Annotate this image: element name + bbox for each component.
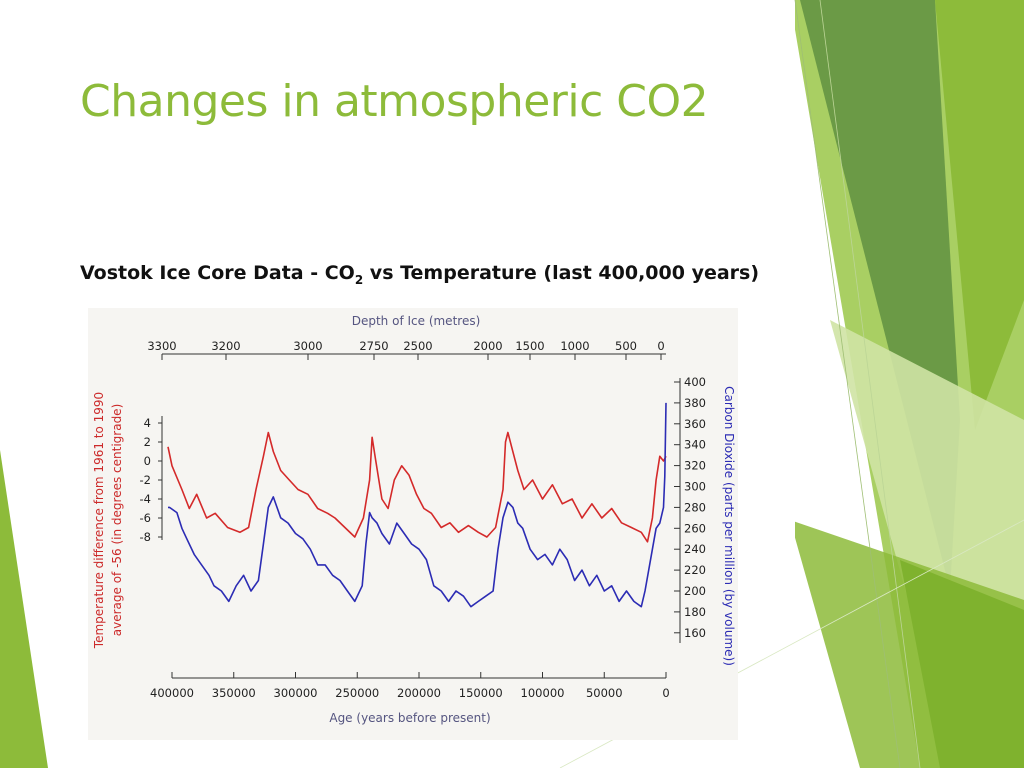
- x-axis-tick-label: 0: [662, 686, 669, 700]
- left-axis-title-line2: average of -56 (in degrees centigrade): [110, 404, 124, 637]
- left-axis: 4 2 0 -2 -4 -6 -8 Temperature difference from 1…: [92, 392, 163, 649]
- co2-series-line: [168, 402, 667, 608]
- top-axis-tick-label: 1500: [515, 339, 544, 353]
- left-axis-tick-label: 0: [144, 454, 151, 468]
- temperature-series-line: [167, 431, 667, 543]
- chart-caption-suffix: vs Temperature (last 400,000 years): [363, 262, 760, 284]
- top-axis-title: Depth of Ice (metres): [352, 314, 481, 328]
- deco-green-band-mid: [935, 0, 1024, 430]
- x-axis-title: Age (years before present): [329, 711, 490, 725]
- left-axis-title-line1: Temperature difference from 1961 to 1990: [92, 392, 106, 649]
- left-axis-tick-label: -8: [140, 530, 151, 544]
- right-axis-tick-label: 340: [684, 438, 706, 452]
- right-axis-tick-label: 360: [684, 417, 706, 431]
- chart-caption-prefix: Vostok Ice Core Data - CO: [80, 262, 355, 284]
- top-axis-tick-label: 2000: [473, 339, 502, 353]
- x-axis-tick-label: 300000: [274, 686, 318, 700]
- top-axis: Depth of Ice (metres) 3300 3200 3000 2750 250…: [147, 314, 666, 360]
- top-axis-tick-label: 500: [615, 339, 637, 353]
- vostok-chart: Depth of Ice (metres)3300 3200 3000 2750 250…: [88, 308, 738, 740]
- right-axis-tick-label: 160: [684, 626, 706, 640]
- right-axis-tick-label: 280: [684, 500, 706, 514]
- chart-image: Depth of Ice (metres) 3300 3200 3000 2750 250…: [88, 308, 738, 740]
- left-axis-tick-label: 4: [144, 416, 151, 430]
- top-axis-tick-label: 0: [657, 339, 664, 353]
- x-axis-tick-label: 50000: [586, 686, 623, 700]
- top-axis-tick-label: 1000: [560, 339, 589, 353]
- x-axis-tick-label: 350000: [212, 686, 256, 700]
- top-axis-tick-label: 3000: [293, 339, 322, 353]
- right-axis: 400 380 360 340 320 300 280 260 240 220 200 180 160 C…: [674, 375, 736, 666]
- left-axis-tick-label: 2: [144, 435, 151, 449]
- right-axis-tick-label: 300: [684, 480, 706, 494]
- top-axis-tick-label: 3300: [147, 339, 176, 353]
- chart-caption-subscript: 2: [354, 272, 364, 287]
- x-axis-tick-label: 400000: [150, 686, 194, 700]
- top-axis-tick-label: 2750: [359, 339, 388, 353]
- right-axis-tick-label: 180: [684, 605, 706, 619]
- right-axis-title: Carbon Dioxide (parts per million (by vo…: [722, 386, 736, 666]
- x-axis-tick-label: 250000: [335, 686, 379, 700]
- right-axis-tick-label: 220: [684, 563, 706, 577]
- series-layer: [167, 402, 667, 608]
- left-axis-tick-label: -6: [140, 511, 151, 525]
- right-axis-tick-label: 200: [684, 584, 706, 598]
- deco-thin-line: [794, 0, 901, 768]
- x-axis-tick-label: 200000: [397, 686, 441, 700]
- slide-title: Changes in atmospheric CO2: [80, 76, 709, 127]
- chart-background: [88, 308, 738, 740]
- bottom-axis: 400000 350000 300000 250000 200000 150000 1000…: [150, 672, 670, 725]
- deco-left-sliver: [0, 450, 48, 768]
- right-axis-tick-label: 320: [684, 459, 706, 473]
- right-axis-tick-label: 240: [684, 542, 706, 556]
- deco-green-triangle-bright: [900, 560, 1024, 768]
- right-axis-tick-label: 260: [684, 521, 706, 535]
- left-axis-tick-label: -4: [140, 492, 151, 506]
- right-axis-tick-label: 380: [684, 396, 706, 410]
- deco-thin-line-2: [819, 0, 921, 768]
- top-axis-tick-label: 2500: [403, 339, 432, 353]
- chart-caption: Vostok Ice Core Data - CO2 vs Temperatur…: [80, 262, 759, 287]
- right-axis-tick-label: 400: [684, 375, 706, 389]
- left-axis-tick-label: -2: [140, 473, 151, 487]
- top-axis-tick-label: 3200: [211, 339, 240, 353]
- x-axis-tick-label: 150000: [459, 686, 503, 700]
- x-axis-tick-label: 100000: [521, 686, 565, 700]
